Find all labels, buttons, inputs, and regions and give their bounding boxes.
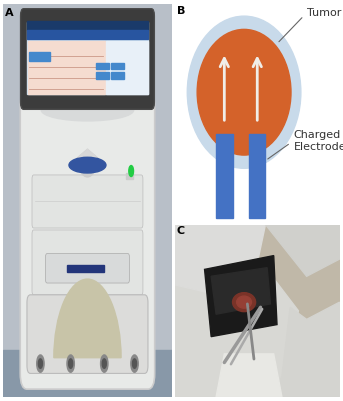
Text: C: C [177,226,185,236]
Ellipse shape [41,99,134,121]
Bar [89,94,114,114]
Circle shape [67,355,74,372]
Bar [29,53,50,61]
FancyBboxPatch shape [21,9,154,109]
Circle shape [100,355,108,372]
Text: B: B [177,6,185,16]
Bar [96,73,109,79]
Text: Charged
Electrode: Charged Electrode [268,130,343,159]
Bar [61,94,86,114]
Bar [28,41,105,94]
Polygon shape [204,255,277,337]
FancyBboxPatch shape [27,295,148,373]
Circle shape [102,359,106,368]
Ellipse shape [233,293,256,312]
Circle shape [131,355,138,372]
Bar [67,265,104,272]
Circle shape [197,29,291,155]
Bar [111,73,125,79]
Circle shape [69,359,73,368]
Bar [3,350,172,397]
FancyBboxPatch shape [20,91,155,389]
Text: Tumor: Tumor [279,8,341,42]
FancyBboxPatch shape [32,230,143,295]
Circle shape [187,16,301,168]
Bar [111,63,125,69]
Bar [249,134,265,218]
Bar [96,63,109,69]
Text: A: A [5,8,14,18]
Wedge shape [76,150,98,177]
Bar [27,30,148,39]
Wedge shape [79,150,96,171]
Circle shape [37,355,44,372]
Wedge shape [54,279,121,358]
Bar [27,21,148,30]
Circle shape [129,166,133,176]
Ellipse shape [69,157,106,173]
Bar [126,173,133,179]
Polygon shape [175,225,265,302]
FancyBboxPatch shape [45,253,129,283]
Bar [106,41,148,94]
Ellipse shape [237,296,251,308]
Polygon shape [216,354,282,397]
Polygon shape [175,225,298,397]
Circle shape [132,359,137,368]
Bar [216,134,233,218]
Circle shape [38,359,43,368]
Polygon shape [265,225,340,276]
FancyBboxPatch shape [32,175,143,228]
Polygon shape [211,268,270,314]
Polygon shape [274,302,340,397]
Bar [27,22,148,94]
